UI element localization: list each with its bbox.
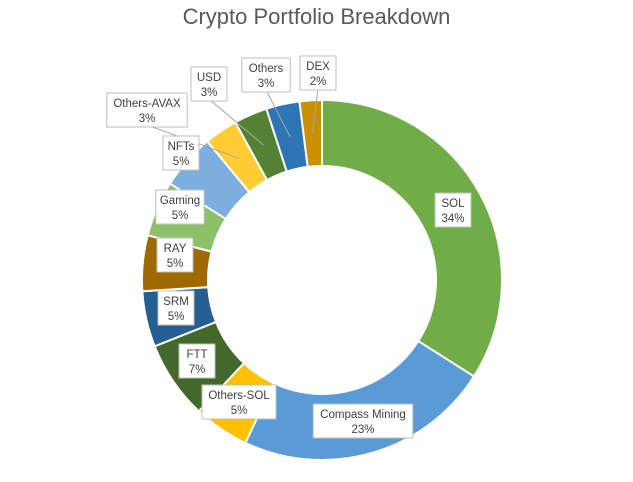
data-label-name: FTT [186, 349, 207, 361]
data-label-box [106, 92, 188, 128]
data-label: Others-SOL 5% [201, 384, 277, 420]
slice-sol [321, 98, 503, 378]
data-label-name: RAY [164, 243, 187, 255]
data-label-name: Others-AVAX [113, 98, 181, 110]
data-label: Others 3% [241, 57, 291, 93]
data-label: SOL 34% [434, 192, 472, 228]
data-label-box [190, 66, 228, 102]
leader-line [208, 98, 264, 146]
data-label-box [157, 290, 195, 326]
slice-dex [298, 98, 323, 169]
data-label-name: SOL [441, 198, 465, 210]
data-label-value: 5% [167, 258, 184, 270]
data-label-value: 7% [189, 364, 206, 376]
data-label-name: Gaming [160, 195, 200, 207]
data-label-value: 5% [168, 311, 185, 323]
data-label-box [312, 403, 414, 439]
data-label: SRM 5% [157, 290, 195, 326]
data-label: DEX 2% [299, 55, 337, 91]
data-label: Others-AVAX 3% [106, 92, 188, 128]
data-label-name: USD [197, 72, 221, 84]
data-label: RAY 5% [156, 237, 194, 273]
data-label-name: Compass Mining [320, 409, 406, 421]
data-label: FTT 7% [178, 343, 216, 379]
data-label-box [299, 55, 337, 91]
leader-line [312, 87, 319, 134]
data-label-name: DEX [306, 61, 330, 73]
data-label-box [434, 192, 472, 228]
data-label: Gaming 5% [155, 189, 205, 225]
data-label-value: 5% [172, 210, 189, 222]
data-label-value: 3% [201, 87, 218, 99]
data-label-box [156, 237, 194, 273]
data-label-box [201, 384, 277, 420]
data-label-value: 34% [441, 213, 464, 225]
data-label-name: Others [249, 63, 284, 75]
data-label-box [241, 57, 291, 93]
data-label-value: 3% [139, 113, 156, 125]
data-label-box [162, 135, 200, 171]
data-label-value: 5% [231, 405, 248, 417]
data-label-name: NFTs [168, 141, 195, 153]
data-label-box [155, 189, 205, 225]
data-label: Compass Mining 23% [312, 403, 414, 439]
data-label-value: 2% [310, 76, 327, 88]
data-label-name: SRM [163, 296, 189, 308]
data-label: NFTs 5% [162, 135, 200, 171]
data-label-value: 3% [258, 78, 275, 90]
data-label-value: 23% [351, 424, 374, 436]
leader-line [265, 89, 291, 137]
data-label-box [178, 343, 216, 379]
data-label-value: 5% [173, 156, 190, 168]
chart-title: Crypto Portfolio Breakdown [182, 4, 451, 29]
data-label-name: Others-SOL [208, 390, 270, 402]
data-label: USD 3% [190, 66, 228, 102]
slice-compass-mining [244, 339, 476, 461]
